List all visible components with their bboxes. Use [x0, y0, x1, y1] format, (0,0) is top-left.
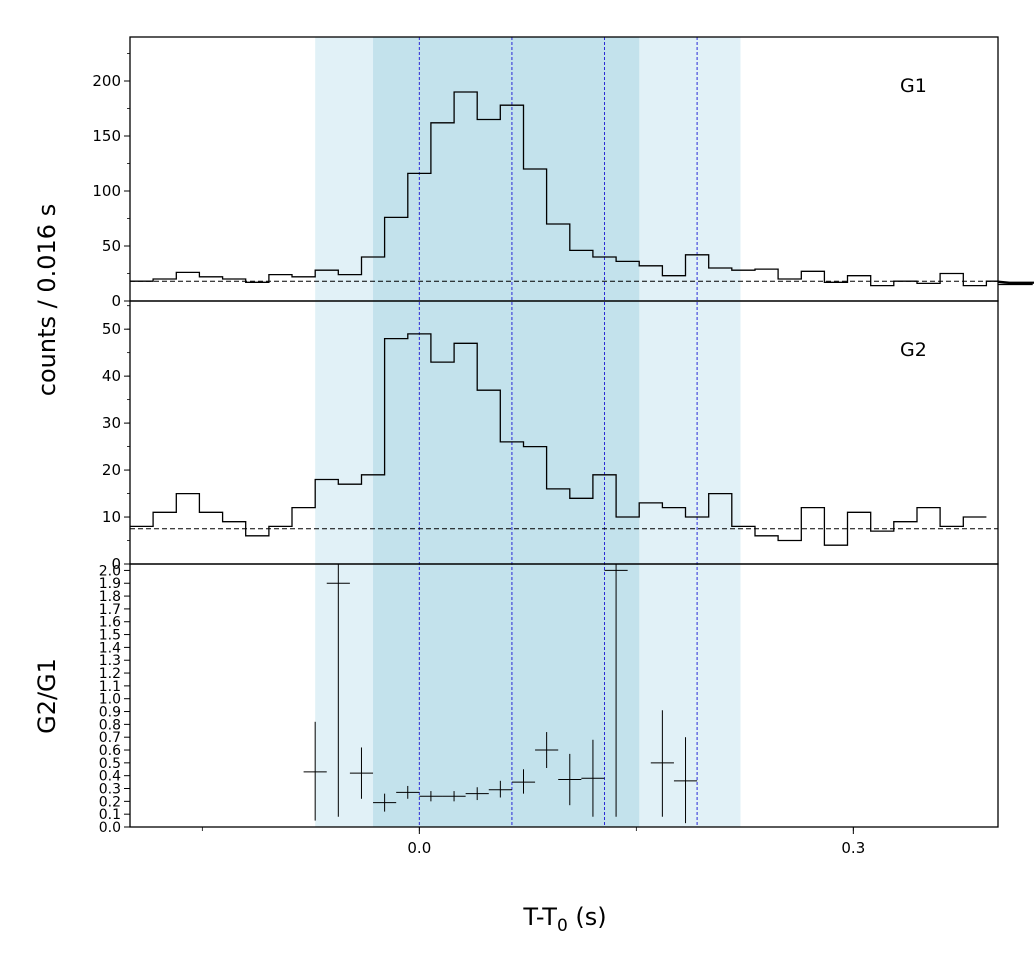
ratio-point-14	[650, 710, 674, 817]
x-axis-title-subscript: 0	[557, 916, 568, 936]
ratio-point-8	[488, 780, 512, 798]
y-tick-label-ratio-16: 1.6	[99, 615, 121, 631]
y-tick-label-ratio-19: 1.9	[99, 576, 121, 592]
y-tick-label-g1-1: 50	[102, 237, 121, 255]
y-tick-label-ratio-6: 0.6	[99, 743, 121, 759]
y-tick-label-ratio-11: 1.1	[99, 679, 121, 695]
y-tick-label-ratio-8: 0.8	[99, 717, 121, 733]
y-axis-title-ratio: G2/G1	[33, 658, 61, 734]
ratio-point-4	[396, 785, 420, 799]
y-tick-label-ratio-1: 0.1	[99, 807, 121, 823]
y-tick-label-g2-0: 0	[111, 555, 121, 573]
y-tick-label-ratio-4: 0.4	[99, 769, 121, 785]
y-tick-label-g2-5: 50	[102, 320, 121, 338]
y-axis-title-counts: counts / 0.016 s	[33, 204, 61, 396]
y-tick-label-ratio-14: 1.4	[99, 640, 121, 656]
ratio-point-0	[303, 721, 327, 821]
y-tick-label-g2-2: 20	[102, 461, 121, 479]
ratio-point-7	[465, 787, 489, 801]
panel-label-g2: G2	[900, 339, 927, 361]
y-tick-label-ratio-5: 0.5	[99, 756, 121, 772]
y-tick-label-ratio-9: 0.9	[99, 705, 121, 721]
step-histogram-g2	[130, 333, 987, 546]
y-tick-label-ratio-12: 1.2	[99, 666, 121, 682]
x-tick-label-1: 0.3	[841, 839, 865, 857]
ratio-point-9	[511, 769, 536, 794]
x-tick-label-0: 0.0	[407, 839, 431, 857]
y-tick-label-g2-1: 10	[102, 508, 121, 526]
x-axis-title: T-T0 (s)	[522, 903, 606, 936]
y-tick-label-ratio-3: 0.3	[99, 782, 121, 798]
y-tick-label-ratio-0: 0.0	[99, 820, 121, 836]
ratio-point-15	[673, 737, 698, 824]
data-series	[130, 91, 1034, 824]
ratio-point-6	[442, 791, 466, 802]
axes: 050100150200010203040500.00.10.20.30.40.…	[92, 36, 999, 857]
y-tick-label-ratio-7: 0.7	[99, 730, 121, 746]
y-tick-label-ratio-20: 2.0	[99, 563, 121, 579]
ratio-point-1	[326, 564, 350, 817]
y-tick-label-ratio-13: 1.3	[99, 653, 121, 669]
y-tick-label-ratio-10: 1.0	[99, 692, 121, 708]
y-tick-label-g1-4: 200	[92, 72, 121, 90]
step-histogram-g1	[130, 91, 1034, 287]
y-tick-label-ratio-15: 1.5	[99, 628, 121, 644]
y-tick-label-ratio-18: 1.8	[99, 589, 121, 605]
ratio-point-10	[535, 732, 559, 768]
dashed-interval-markers	[418, 37, 698, 827]
ratio-point-11	[558, 753, 582, 806]
ratio-point-12	[581, 739, 605, 817]
ratio-point-2	[349, 747, 374, 799]
x-axis-title-unit: (s)	[568, 903, 607, 931]
y-tick-label-g1-2: 100	[92, 182, 121, 200]
panel-frame-ratio	[129, 563, 999, 828]
panel-label-g1: G1	[900, 75, 927, 97]
y-tick-label-ratio-2: 0.2	[99, 794, 121, 810]
shaded-region-1	[373, 37, 640, 827]
y-tick-label-g1-3: 150	[92, 127, 121, 145]
y-tick-label-g1-0: 0	[111, 292, 121, 310]
ratio-point-3	[373, 793, 397, 812]
y-tick-label-g2-4: 40	[102, 367, 121, 385]
ratio-point-5	[419, 791, 443, 802]
y-tick-label-ratio-17: 1.7	[99, 602, 121, 618]
x-axis-title-main: T-T	[522, 903, 557, 931]
shaded-intervals	[315, 37, 741, 827]
ratio-point-13	[604, 564, 628, 817]
y-tick-label-g2-3: 30	[102, 414, 121, 432]
